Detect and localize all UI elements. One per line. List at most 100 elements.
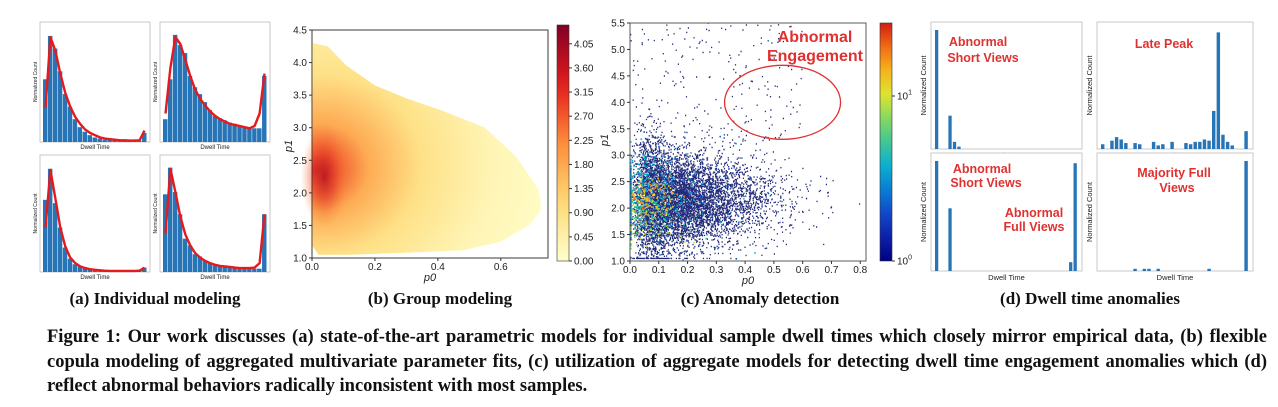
colorbar-tick-label: 1.35	[574, 184, 594, 195]
histogram-bar	[142, 132, 147, 142]
colorbar	[879, 22, 893, 262]
dense-point	[688, 194, 691, 196]
dense-point	[647, 200, 650, 202]
dense-point	[654, 212, 657, 215]
histogram-bar	[1244, 131, 1248, 149]
plot-frame	[629, 22, 867, 262]
dense-point	[636, 215, 639, 218]
dense-point	[694, 171, 697, 173]
dense-point	[631, 239, 633, 241]
dense-point	[641, 198, 644, 201]
histogram-bar	[197, 256, 203, 272]
dense-point	[643, 225, 645, 227]
dense-point	[648, 210, 650, 212]
dense-point	[630, 214, 632, 216]
dense-point	[645, 209, 647, 212]
dense-point	[630, 185, 632, 187]
dense-point	[649, 205, 651, 207]
dense-point	[659, 205, 662, 207]
dense-point	[630, 171, 632, 173]
dense-point	[656, 221, 659, 223]
dense-point	[647, 185, 650, 188]
dense-point	[647, 204, 650, 206]
histogram-bar	[52, 203, 58, 272]
dense-point	[693, 182, 695, 184]
dense-point	[658, 211, 661, 214]
dense-point	[663, 219, 666, 221]
histogram-bar	[237, 126, 242, 142]
y-tick-label: 4.0	[293, 58, 307, 69]
dense-point	[641, 183, 643, 186]
dense-point	[640, 138, 643, 140]
dense-point	[646, 202, 649, 204]
dense-point	[644, 204, 647, 207]
dense-point	[640, 195, 642, 197]
dense-point	[767, 191, 769, 194]
dense-point	[682, 206, 684, 208]
dense-point	[659, 197, 661, 199]
dense-point	[650, 218, 653, 220]
dense-point	[630, 182, 632, 184]
dense-point	[649, 163, 651, 166]
dense-point	[638, 172, 641, 174]
dense-point	[641, 184, 644, 187]
annotation-text-line-2: Engagement	[767, 48, 864, 65]
dense-point	[661, 197, 663, 200]
dense-point	[661, 207, 663, 209]
dense-point	[648, 189, 651, 191]
histogram-bar	[212, 115, 217, 142]
dense-point	[655, 185, 657, 188]
histogram-bar	[182, 238, 188, 272]
dense-point	[686, 240, 688, 242]
dense-point	[651, 216, 654, 218]
histogram-bar	[957, 146, 961, 149]
dense-point	[696, 180, 698, 183]
dense-point	[634, 211, 637, 213]
dense-point	[662, 195, 665, 197]
annotation-text-line-1: Abnormal	[778, 29, 853, 46]
dense-point	[651, 182, 654, 185]
dense-point	[664, 196, 667, 198]
dense-point	[639, 190, 641, 193]
dense-point	[674, 210, 677, 213]
y-tick-label: 1.5	[293, 221, 307, 232]
dense-point	[665, 212, 668, 215]
dense-point	[641, 174, 643, 177]
dense-point	[696, 218, 698, 220]
dense-point	[662, 155, 664, 158]
dense-point	[646, 200, 648, 202]
dense-point	[652, 225, 654, 228]
histogram-bar	[935, 30, 939, 149]
dense-point	[666, 207, 668, 210]
dense-point	[666, 209, 668, 212]
dense-point	[630, 200, 632, 203]
dense-point	[640, 217, 643, 220]
dense-point	[650, 237, 653, 239]
histogram-bar	[1216, 32, 1221, 149]
dense-point	[631, 217, 633, 219]
dense-point	[653, 233, 655, 236]
dense-point	[638, 226, 640, 228]
individual-subplot: Dwell Time Normalized Count	[153, 21, 271, 151]
histogram-bar	[57, 227, 63, 272]
dense-point	[642, 245, 645, 247]
x-axis-label: p0	[423, 272, 437, 284]
histogram-bar	[187, 245, 193, 272]
x-tick-label: 0.3	[709, 265, 723, 276]
dense-point	[701, 231, 703, 233]
dense-point	[640, 178, 643, 180]
dense-point	[662, 208, 665, 211]
y-tick-label: 2.0	[611, 204, 625, 215]
dense-point	[724, 175, 726, 178]
dense-point	[645, 224, 647, 226]
dense-point	[634, 206, 636, 209]
dense-point	[638, 188, 640, 190]
dense-point	[639, 195, 641, 197]
histogram-bar	[262, 214, 267, 272]
dense-point	[714, 198, 716, 200]
dense-point	[659, 191, 662, 194]
dense-point	[676, 203, 679, 205]
dense-point	[650, 196, 653, 198]
x-tick-label: 0.5	[767, 265, 781, 276]
dense-point	[659, 188, 661, 190]
